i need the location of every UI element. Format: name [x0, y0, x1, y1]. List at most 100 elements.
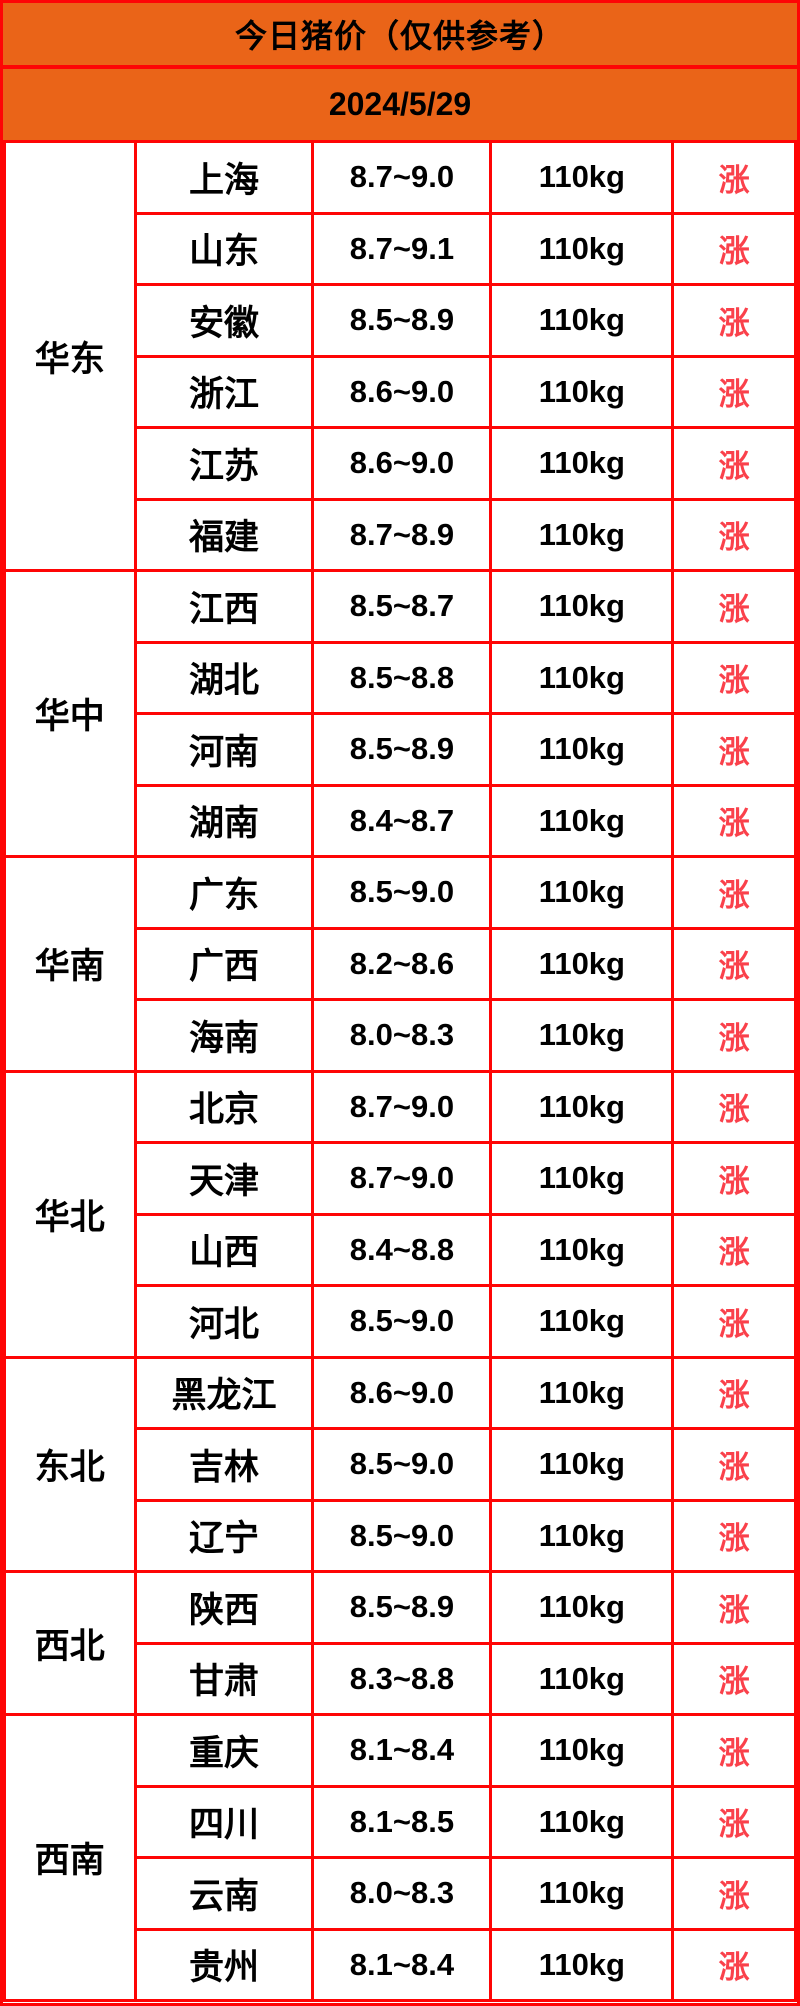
region-cell: 华中 — [3, 569, 137, 858]
date-label: 2024/5/29 — [3, 65, 797, 140]
table-row: 天津 8.7~9.0 110kg 涨 — [5, 1141, 797, 1216]
province-cell: 上海 — [133, 140, 315, 215]
table-row: 华南 广东 8.5~9.0 110kg 涨 — [3, 855, 797, 1073]
table-row: 贵州 8.1~8.4 110kg 涨 — [5, 1927, 797, 2002]
weight-cell: 110kg — [489, 1570, 675, 1645]
trend-cell: 涨 — [671, 426, 797, 501]
table-row: 甘肃 8.3~8.8 110kg 涨 — [5, 1641, 797, 1716]
table-row: 华中 江西 8.5~8.7 110kg 涨 — [3, 569, 797, 858]
province-cell: 河南 — [133, 712, 315, 787]
price-cell: 8.0~8.3 — [311, 1856, 493, 1931]
table-row: 山东 8.7~9.1 110kg 涨 — [5, 211, 797, 286]
trend-cell: 涨 — [671, 283, 797, 358]
weight-cell: 110kg — [489, 354, 675, 429]
price-table: 华东 上海 8.7~9.0 110kg 涨山东 8.7~9.1 110kg 涨安徽 8.5~8.… — [3, 140, 797, 2002]
table-row: 浙江 8.6~9.0 110kg 涨 — [5, 354, 797, 429]
region-cell: 西南 — [3, 1713, 137, 2002]
trend-cell: 涨 — [671, 497, 797, 572]
table-row: 辽宁 8.5~9.0 110kg 涨 — [5, 1498, 797, 1573]
trend-cell: 涨 — [671, 140, 797, 215]
table-row: 河北 8.5~9.0 110kg 涨 — [5, 1284, 797, 1359]
weight-cell: 110kg — [489, 1498, 675, 1573]
price-cell: 8.5~9.0 — [311, 1427, 493, 1502]
table-row: 华北 北京 8.7~9.0 110kg 涨 — [3, 1069, 797, 1359]
price-cell: 8.7~9.0 — [311, 1069, 493, 1144]
province-cell: 甘肃 — [133, 1641, 315, 1716]
table-row: 云南 8.0~8.3 110kg 涨 — [5, 1856, 797, 1931]
price-cell: 8.5~8.9 — [311, 712, 493, 787]
trend-cell: 涨 — [671, 569, 797, 644]
trend-cell: 涨 — [671, 640, 797, 715]
price-cell: 8.7~8.9 — [311, 497, 493, 572]
trend-cell: 涨 — [671, 354, 797, 429]
table-row: 华东 上海 8.7~9.0 110kg 涨 — [3, 140, 797, 572]
trend-cell: 涨 — [671, 1641, 797, 1716]
weight-cell: 110kg — [489, 1355, 675, 1430]
trend-cell: 涨 — [671, 926, 797, 1001]
province-cell: 贵州 — [133, 1927, 315, 2002]
price-cell: 8.5~9.0 — [311, 1498, 493, 1573]
weight-cell: 110kg — [489, 1141, 675, 1216]
table-row: 东北 黑龙江 8.6~9.0 110kg 涨 — [3, 1355, 797, 1573]
weight-cell: 110kg — [489, 1784, 675, 1859]
province-cell: 四川 — [133, 1784, 315, 1859]
province-cell: 广东 — [133, 855, 315, 930]
weight-cell: 110kg — [489, 497, 675, 572]
table-row: 西南 重庆 8.1~8.4 110kg 涨 — [3, 1713, 797, 2002]
province-cell: 云南 — [133, 1856, 315, 1931]
province-cell: 福建 — [133, 497, 315, 572]
province-cell: 山东 — [133, 211, 315, 286]
price-cell: 8.5~8.8 — [311, 640, 493, 715]
price-cell: 8.5~8.9 — [311, 1570, 493, 1645]
table-row: 四川 8.1~8.5 110kg 涨 — [5, 1784, 797, 1859]
weight-cell: 110kg — [489, 1641, 675, 1716]
weight-cell: 110kg — [489, 1856, 675, 1931]
weight-cell: 110kg — [489, 1284, 675, 1359]
trend-cell: 涨 — [671, 783, 797, 858]
province-cell: 湖北 — [133, 640, 315, 715]
table-row: 西北 陕西 8.5~8.9 110kg 涨 — [3, 1570, 797, 1716]
trend-cell: 涨 — [671, 1141, 797, 1216]
trend-cell: 涨 — [671, 1784, 797, 1859]
province-cell: 天津 — [133, 1141, 315, 1216]
province-cell: 海南 — [133, 998, 315, 1073]
weight-cell: 110kg — [489, 1069, 675, 1144]
weight-cell: 110kg — [489, 783, 675, 858]
weight-cell: 110kg — [489, 211, 675, 286]
trend-cell: 涨 — [671, 1856, 797, 1931]
province-cell: 湖南 — [133, 783, 315, 858]
table-row: 山西 8.4~8.8 110kg 涨 — [5, 1212, 797, 1287]
table-row: 广西 8.2~8.6 110kg 涨 — [5, 926, 797, 1001]
weight-cell: 110kg — [489, 640, 675, 715]
weight-cell: 110kg — [489, 1427, 675, 1502]
trend-cell: 涨 — [671, 1713, 797, 1788]
region-cell: 华北 — [3, 1069, 137, 1359]
table-row: 江苏 8.6~9.0 110kg 涨 — [5, 426, 797, 501]
price-cell: 8.1~8.4 — [311, 1927, 493, 2002]
trend-cell: 涨 — [671, 1284, 797, 1359]
province-cell: 江苏 — [133, 426, 315, 501]
weight-cell: 110kg — [489, 1713, 675, 1788]
weight-cell: 110kg — [489, 926, 675, 1001]
price-cell: 8.7~9.1 — [311, 211, 493, 286]
table-row: 湖北 8.5~8.8 110kg 涨 — [5, 640, 797, 715]
province-cell: 广西 — [133, 926, 315, 1001]
weight-cell: 110kg — [489, 998, 675, 1073]
province-cell: 山西 — [133, 1212, 315, 1287]
price-cell: 8.6~9.0 — [311, 1355, 493, 1430]
region-cell: 东北 — [3, 1355, 137, 1573]
trend-cell: 涨 — [671, 712, 797, 787]
table-row: 福建 8.7~8.9 110kg 涨 — [5, 497, 797, 572]
price-table-body: 华东 上海 8.7~9.0 110kg 涨山东 8.7~9.1 110kg 涨安徽 8.5~8.… — [3, 140, 797, 2002]
weight-cell: 110kg — [489, 1212, 675, 1287]
province-cell: 吉林 — [133, 1427, 315, 1502]
trend-cell: 涨 — [671, 1570, 797, 1645]
province-cell: 陕西 — [133, 1570, 315, 1645]
price-cell: 8.6~9.0 — [311, 354, 493, 429]
price-cell: 8.5~9.0 — [311, 855, 493, 930]
province-cell: 浙江 — [133, 354, 315, 429]
region-cell: 华东 — [3, 140, 137, 572]
trend-cell: 涨 — [671, 1498, 797, 1573]
price-cell: 8.5~9.0 — [311, 1284, 493, 1359]
